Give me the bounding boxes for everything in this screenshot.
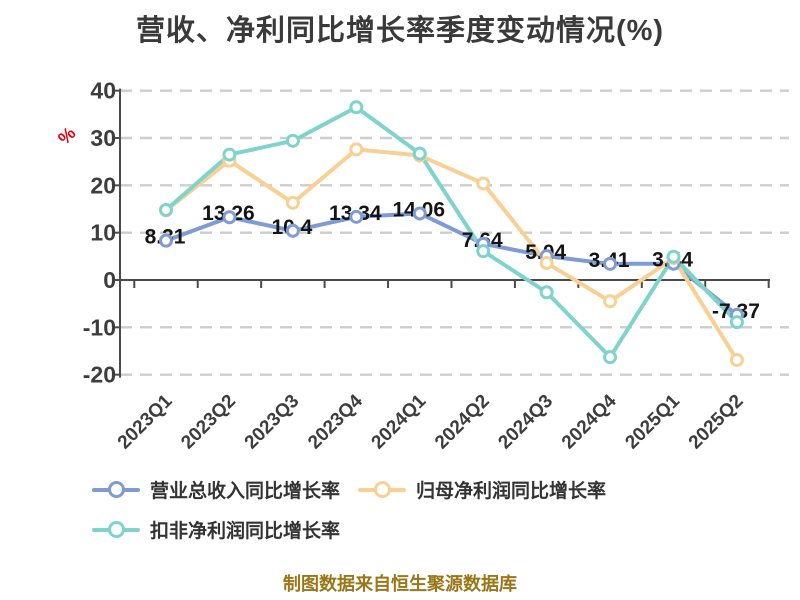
legend-dot <box>108 520 125 538</box>
y-tick-label: -20 <box>83 362 116 388</box>
series-line-0 <box>164 211 739 317</box>
y-axis-unit-label: % <box>54 123 79 148</box>
data-point-0 <box>285 223 300 238</box>
y-tick-label: 40 <box>90 78 116 104</box>
x-tick-label: 2024Q2 <box>431 391 494 454</box>
data-point-0 <box>222 210 237 225</box>
y-tick-label: 20 <box>90 172 116 198</box>
legend-item-扣非净利润同比增长率[interactable]: 扣非净利润同比增长率 <box>92 516 340 543</box>
data-point-2 <box>539 285 554 300</box>
data-point-2 <box>666 249 681 264</box>
y-tick-label: -10 <box>83 314 116 340</box>
legend: 营业总收入同比增长率 归母净利润同比增长率扣非净利润同比增长率 <box>92 476 606 543</box>
legend-row-0: 营业总收入同比增长率 归母净利润同比增长率 <box>92 476 606 503</box>
data-point-2 <box>222 147 237 162</box>
data-point-1 <box>349 142 364 157</box>
data-point-1 <box>476 176 491 191</box>
x-tick-label: 2023Q1 <box>114 390 177 453</box>
data-point-1 <box>285 195 300 210</box>
x-tick-label: 2024Q4 <box>558 390 621 453</box>
legend-label: 归母净利润同比增长率 <box>416 481 607 502</box>
data-point-2 <box>729 315 744 330</box>
legend-line-marker-icon <box>92 520 140 539</box>
legend-row-1: 扣非净利润同比增长率 <box>92 516 606 543</box>
data-point-0 <box>603 256 618 271</box>
data-point-2 <box>603 350 618 365</box>
source-caption: 制图数据来自恒生聚源数据库 <box>283 574 517 594</box>
legend-line-marker-icon <box>358 480 407 499</box>
y-tick-label: 10 <box>90 220 116 246</box>
x-tick-label: 2025Q1 <box>621 390 684 453</box>
data-point-1 <box>603 294 618 309</box>
x-tick-label: 2023Q4 <box>304 390 367 453</box>
x-tick-label: 2025Q2 <box>685 391 748 454</box>
legend-item-归母净利润同比增长率[interactable]: 归母净利润同比增长率 <box>358 476 606 503</box>
legend-line-marker-icon <box>92 480 140 499</box>
legend-dot <box>108 480 125 498</box>
series-line-1 <box>164 147 739 362</box>
x-tick-label: 2024Q3 <box>495 391 558 454</box>
legend-item-营业总收入同比增长率[interactable]: 营业总收入同比增长率 <box>92 476 340 503</box>
data-point-2 <box>285 133 300 148</box>
y-tick-label: 0 <box>103 267 116 293</box>
data-point-2 <box>159 202 173 217</box>
data-point-0 <box>349 209 364 224</box>
data-point-0 <box>159 233 173 248</box>
x-tick-label: 2023Q2 <box>177 391 240 454</box>
data-point-0 <box>412 206 427 221</box>
series-line-2 <box>164 105 739 360</box>
data-point-2 <box>412 146 427 161</box>
legend-label: 扣非净利润同比增长率 <box>150 521 341 542</box>
data-point-1 <box>729 352 744 367</box>
data-point-2 <box>349 100 364 115</box>
x-tick-label: 2023Q3 <box>241 391 304 454</box>
legend-dot <box>374 480 392 498</box>
data-point-1 <box>539 255 554 270</box>
x-tick-label: 2024Q1 <box>368 390 431 453</box>
data-point-2 <box>476 244 491 259</box>
chart-title: 营收、净利同比增长率季度变动情况(%) <box>135 15 665 47</box>
legend-label: 营业总收入同比增长率 <box>150 481 341 502</box>
y-tick-label: 30 <box>90 125 116 151</box>
